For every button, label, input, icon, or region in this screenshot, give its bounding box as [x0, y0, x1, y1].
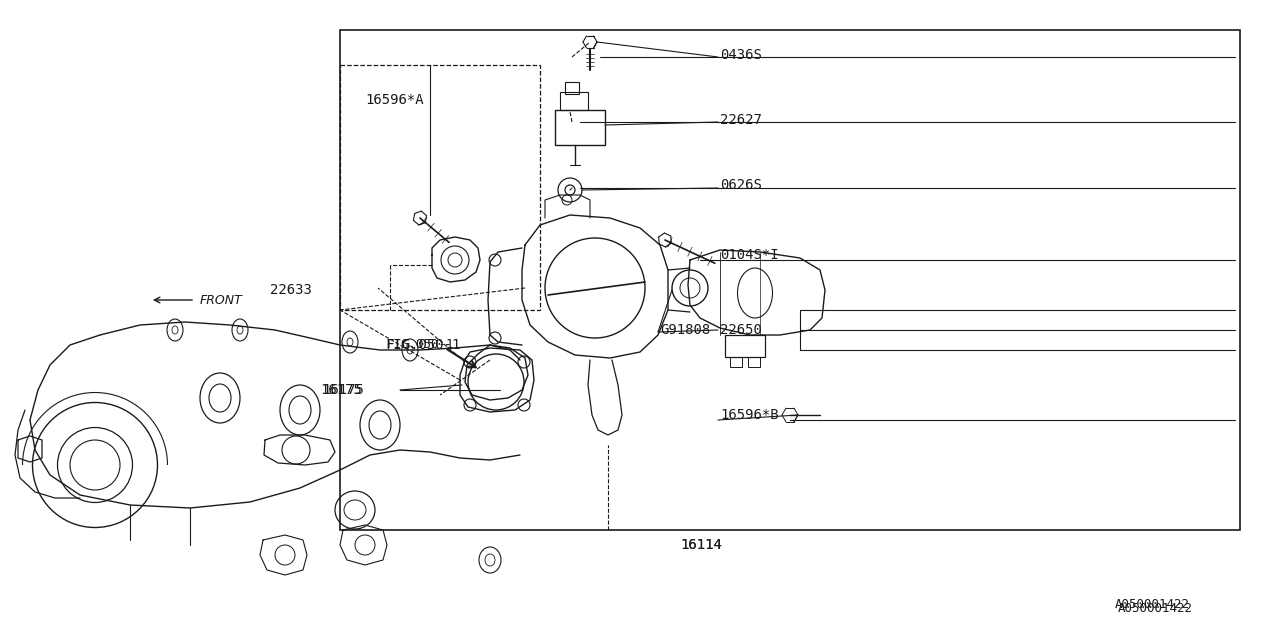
Text: 22650: 22650 — [719, 323, 762, 337]
Text: 22633: 22633 — [270, 283, 312, 297]
Bar — [340, 65, 540, 310]
Bar — [748, 357, 760, 367]
Text: A050001422: A050001422 — [1117, 602, 1193, 614]
Text: FIG.050-1: FIG.050-1 — [385, 338, 461, 352]
Text: FIG.050-1: FIG.050-1 — [387, 339, 454, 351]
Bar — [556, 110, 605, 145]
Text: A050001422: A050001422 — [1115, 598, 1190, 611]
Text: G91808: G91808 — [660, 323, 710, 337]
Text: 22627: 22627 — [719, 113, 762, 127]
Text: FRONT: FRONT — [200, 294, 243, 307]
Bar — [724, 335, 765, 357]
Text: 16596*A: 16596*A — [365, 93, 424, 107]
Text: 16596*B: 16596*B — [719, 408, 778, 422]
Text: 0104S*I: 0104S*I — [719, 248, 778, 262]
Text: 16175: 16175 — [323, 383, 364, 397]
Text: 0436S: 0436S — [719, 48, 762, 62]
Bar — [564, 82, 579, 94]
Bar — [730, 357, 742, 367]
Text: 16114: 16114 — [680, 538, 722, 552]
Text: 0626S: 0626S — [719, 178, 762, 192]
Bar — [340, 30, 1240, 530]
Bar — [561, 92, 588, 110]
Text: 16114: 16114 — [680, 538, 722, 552]
Text: 16175: 16175 — [320, 383, 362, 397]
